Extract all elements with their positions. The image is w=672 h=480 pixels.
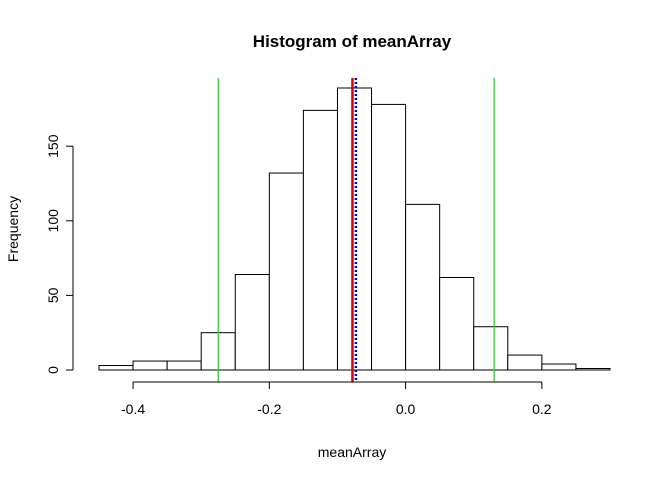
x-tick-label: -0.4 [121, 401, 145, 417]
histogram-bar [132, 360, 168, 371]
y-axis: 0 50 100 150 [45, 134, 74, 374]
histogram-bar [371, 103, 407, 371]
histogram-bar [439, 276, 475, 371]
reference-lines-group [217, 78, 495, 382]
histogram-bar [507, 354, 543, 371]
histogram-bar [268, 172, 304, 371]
chart-title: Histogram of meanArray [253, 32, 452, 51]
x-tick-label: 0.0 [396, 401, 416, 417]
x-axis: -0.4 -0.2 0.0 0.2 [121, 381, 552, 417]
y-axis-label: Frequency [5, 196, 21, 262]
y-tick-label: 150 [45, 134, 61, 158]
histogram-bar [234, 274, 270, 371]
histogram-bar [166, 360, 202, 371]
histogram-bar [473, 326, 509, 371]
x-tick-label: 0.2 [532, 401, 552, 417]
histogram-bar [98, 365, 134, 371]
histogram-bar [336, 87, 373, 371]
histogram-bar [575, 368, 611, 371]
histogram-bar [302, 109, 338, 371]
x-axis-label: meanArray [318, 444, 386, 460]
y-tick-label: 0 [45, 366, 61, 374]
x-tick-label: -0.2 [257, 401, 281, 417]
y-tick-label: 50 [45, 287, 61, 303]
histogram-bar [405, 203, 441, 371]
y-tick-label: 100 [45, 209, 61, 233]
bars-group [98, 87, 611, 371]
histogram-bar [541, 363, 577, 371]
